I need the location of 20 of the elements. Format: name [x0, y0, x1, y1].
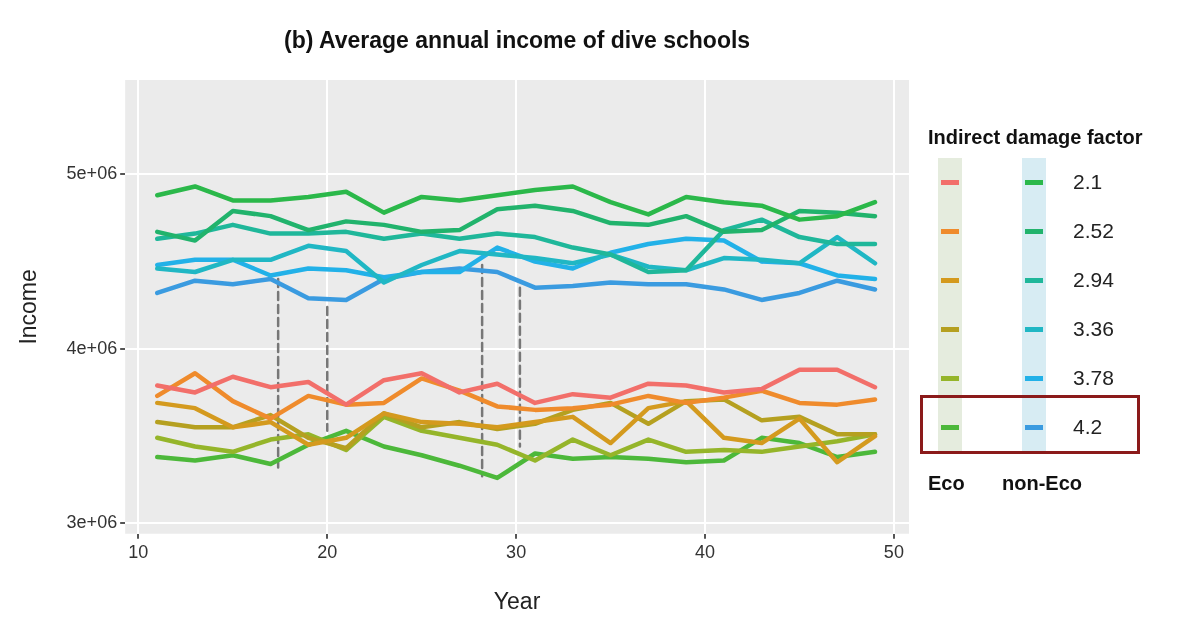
- legend-title: Indirect damage factor: [928, 126, 1143, 149]
- legend-label: 2.52: [1073, 219, 1114, 243]
- x-axis-title: Year: [493, 587, 541, 614]
- chart-title: (b) Average annual income of dive schools: [284, 27, 751, 53]
- y-axis-title: Income: [15, 269, 42, 345]
- y-tick-label: 4e+06: [66, 337, 118, 358]
- text: Eco: [928, 472, 965, 495]
- x-tick-label: 50: [883, 541, 904, 562]
- legend-label: 3.78: [1073, 366, 1114, 390]
- x-tick-label: 40: [695, 541, 716, 562]
- legend-label: 2.94: [1073, 268, 1114, 292]
- legend-label: 2.1: [1073, 170, 1103, 194]
- legend-label: 4.2: [1073, 415, 1103, 439]
- x-tick-label: 10: [128, 541, 149, 562]
- x-tick-label: 20: [317, 541, 338, 562]
- y-tick-label: 5e+06: [66, 163, 118, 184]
- legend-label: 3.36: [1073, 317, 1114, 341]
- y-tick-label: 3e+06: [66, 512, 118, 533]
- x-tick-label: 30: [506, 541, 527, 562]
- text: non-Eco: [1002, 472, 1082, 495]
